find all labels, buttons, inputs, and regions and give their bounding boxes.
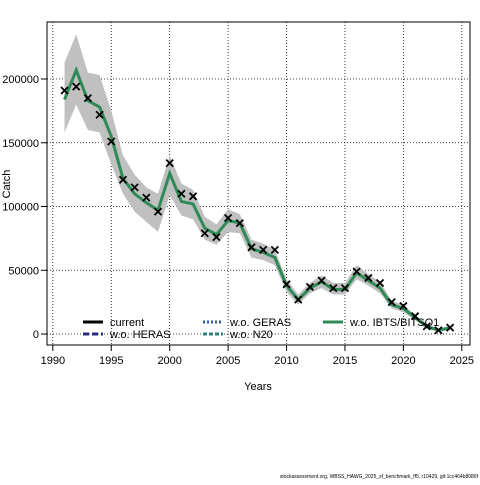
cross-stroke [445, 323, 455, 332]
cross-stroke [352, 267, 361, 276]
x-axis-label: Years [244, 381, 272, 393]
catch-point [177, 189, 186, 198]
x-tick-label: 2015 [333, 355, 357, 367]
catch-point [305, 282, 315, 291]
catch-point [95, 110, 104, 119]
legend-label: w.o. HERAS [109, 329, 171, 341]
catch-point [294, 295, 303, 304]
catch-point [107, 137, 116, 146]
cross-stroke [107, 137, 116, 146]
y-tick-label: 150000 [2, 138, 39, 150]
cross-stroke [177, 189, 186, 198]
catch-point [434, 326, 443, 335]
catch-point [364, 273, 373, 283]
series-line [63, 67, 451, 332]
cross-stroke [410, 312, 420, 321]
cross-stroke [270, 245, 279, 255]
catch-point [352, 267, 361, 276]
series-line [63, 67, 451, 332]
catch-point [235, 218, 244, 228]
catch-point [317, 276, 326, 285]
catch-point [118, 175, 128, 184]
cross-stroke [247, 243, 256, 252]
series-line [63, 65, 451, 332]
cross-stroke [72, 82, 81, 91]
x-tick-label: 1995 [99, 355, 123, 367]
cross-stroke [305, 282, 315, 291]
catch-point [200, 229, 209, 238]
legend-label: current [110, 317, 144, 329]
cross-stroke [60, 86, 69, 95]
x-tick-label: 1990 [41, 355, 65, 367]
x-tick-label: 2025 [450, 355, 474, 367]
cross-stroke [375, 278, 385, 288]
catch-point [375, 278, 385, 288]
x-tick-label: 2000 [157, 355, 181, 367]
cross-stroke [235, 218, 244, 228]
y-axis-label: Catch [1, 170, 13, 199]
catch-point [445, 323, 455, 332]
catch-point [270, 245, 279, 255]
catch-point [142, 193, 151, 202]
cross-stroke [118, 175, 128, 184]
catch-point [223, 213, 233, 223]
cross-stroke [130, 183, 139, 192]
catch-point [399, 301, 408, 311]
cross-stroke [329, 283, 338, 293]
confidence-band [64, 34, 451, 332]
catch-point [212, 232, 221, 242]
catch-point [83, 93, 93, 103]
catch-point [259, 245, 268, 255]
cross-stroke [153, 207, 163, 216]
legend-label: w.o. N20 [229, 329, 273, 341]
catch-point [340, 283, 350, 293]
y-tick-label: 0 [33, 329, 39, 341]
cross-stroke [95, 110, 104, 119]
catch-point [410, 312, 420, 321]
cross-stroke [259, 245, 268, 255]
x-tick-label: 2010 [274, 355, 298, 367]
cross-stroke [364, 273, 373, 283]
cross-stroke [188, 192, 198, 201]
catch-point [72, 82, 81, 91]
y-tick-label: 100000 [2, 202, 39, 214]
cross-stroke [200, 229, 209, 238]
cross-stroke [399, 301, 408, 311]
x-tick-label: 2020 [391, 355, 415, 367]
cross-stroke [340, 283, 350, 293]
catch-point [188, 192, 198, 201]
footer: stockassessment.org, WBSS_HAWG_2025_sf_b… [280, 474, 479, 480]
cross-stroke [282, 280, 291, 289]
catch-point [387, 298, 396, 307]
catch-point [422, 322, 431, 331]
cross-stroke [212, 232, 221, 242]
cross-stroke [83, 93, 93, 103]
x-tick-label: 2005 [216, 355, 240, 367]
cross-stroke [387, 298, 396, 307]
cross-stroke [223, 213, 233, 223]
catch-point [329, 283, 338, 293]
cross-stroke [165, 159, 174, 168]
cross-stroke [317, 276, 326, 285]
plot-frame [46, 21, 471, 346]
catch-point [60, 86, 69, 95]
y-tick-label: 200000 [2, 74, 39, 86]
cross-stroke [434, 326, 443, 335]
series-line [63, 67, 451, 332]
cross-stroke [142, 193, 151, 202]
catch-point [153, 207, 163, 216]
catch-point [165, 159, 174, 168]
legend-label: w.o. IBTS/BITSQ1 [349, 317, 439, 329]
catch-point [130, 183, 139, 192]
y-tick-label: 50000 [8, 265, 39, 277]
legend-label: w.o. GERAS [229, 317, 291, 329]
cross-stroke [422, 322, 431, 331]
catch-point [282, 280, 291, 289]
series-line [63, 67, 451, 332]
catch-point [247, 243, 256, 252]
cross-stroke [294, 295, 303, 304]
